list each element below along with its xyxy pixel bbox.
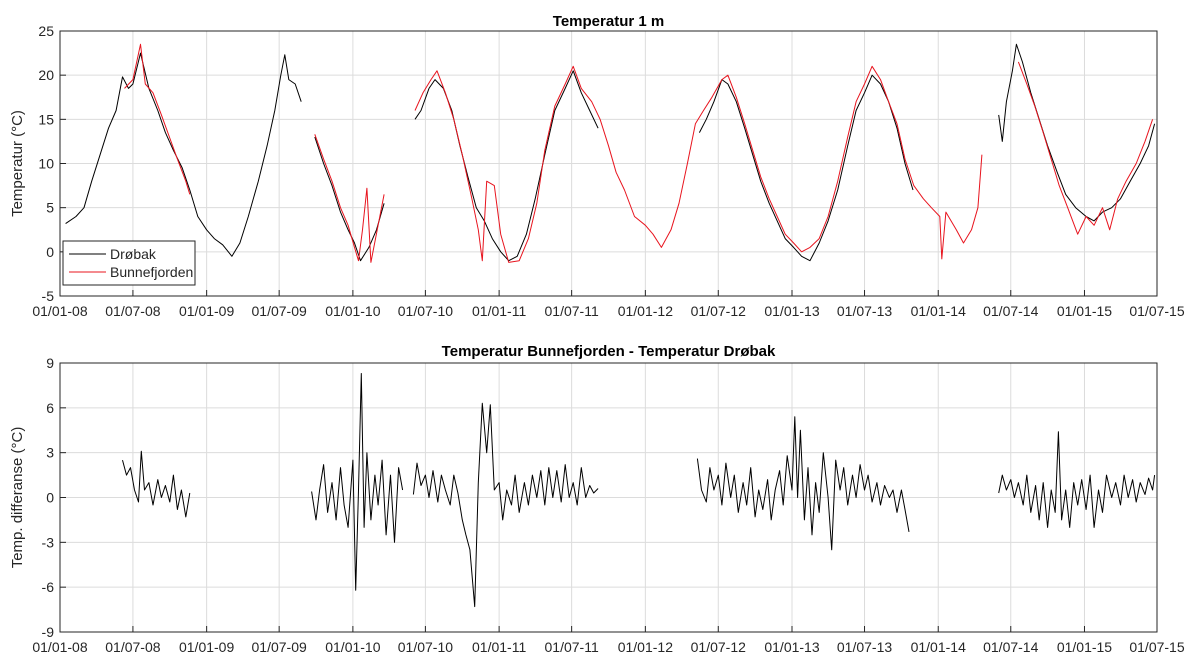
- plot2-ytick-label: -3: [42, 534, 55, 550]
- plot2-ylabel: Temp. differanse (°C): [9, 427, 26, 569]
- plot2-xtick-label: 01/07-09: [252, 639, 307, 655]
- plot2-xtick-label: 01/01-12: [618, 639, 673, 655]
- plot1-ylabel: Temperatur (°C): [9, 110, 26, 217]
- legend-label-drobak: Drøbak: [110, 246, 157, 262]
- plot2-series-0-segment-1: [311, 373, 404, 591]
- plot1-series-0-segment-4: [998, 43, 1156, 222]
- plot2-ytick-label: 6: [46, 400, 54, 416]
- difference-plot: Temperatur Bunnefjorden - Temperatur Drø…: [9, 343, 1185, 655]
- plot2-axes-box: [59, 362, 1158, 633]
- plot2-series-0-segment-0: [122, 450, 191, 518]
- temperature-plot: Temperatur 1 m Temperatur (°C) 01/01-08 0…: [9, 13, 1185, 319]
- plot2-series-0-segment-2: [412, 402, 599, 608]
- plot1-title: Temperatur 1 m: [553, 13, 664, 30]
- plot1-series-0-segment-1: [314, 136, 385, 262]
- plot2-xtick-label: 01/01-11: [472, 639, 526, 655]
- plot2-xtick-label: 01/07-10: [398, 639, 453, 655]
- plot1-series-0-segment-0: [65, 52, 302, 257]
- plot1-xtick-label: 01/01-12: [618, 303, 673, 319]
- plot1-xtick-label: 01/07-10: [398, 303, 453, 319]
- plot2-xtick-label: 01/01-14: [911, 639, 966, 655]
- plot1-ytick-label: 0: [46, 244, 54, 260]
- plot1-xtick-label: 01/01-10: [325, 303, 380, 319]
- legend-label-bunnefjorden: Bunnefjorden: [110, 264, 193, 280]
- plot1-xtick-label: 01/07-15: [1129, 303, 1184, 319]
- plot1-xtick-label: 01/01-08: [32, 303, 87, 319]
- plot1-xtick-label: 01/07-12: [691, 303, 746, 319]
- plot2-ytick-label: 0: [46, 490, 54, 506]
- plot1-xtick-label: 01/01-15: [1057, 303, 1112, 319]
- plot1-xtick-label: 01/01-11: [472, 303, 526, 319]
- plot1-series-1-segment-0: [124, 43, 191, 195]
- plot1-grid: [59, 30, 1158, 297]
- plot1-series-0-segment-2: [414, 70, 599, 262]
- plot2-title: Temperatur Bunnefjorden - Temperatur Drø…: [442, 343, 776, 360]
- plot1-axes-box: [59, 30, 1158, 297]
- plot2-series-0-segment-3: [696, 416, 910, 551]
- plot2-xtick-label: 01/01-10: [325, 639, 380, 655]
- plot2-xtick-label: 01/01-15: [1057, 639, 1112, 655]
- legend: Drøbak Bunnefjorden: [62, 240, 196, 286]
- plot1-xtick-label: 01/07-14: [983, 303, 1038, 319]
- plot2-xtick-label: 01/01-08: [32, 639, 87, 655]
- plot2-xtick-label: 01/07-11: [545, 639, 599, 655]
- plot1-ytick-label: 25: [38, 23, 54, 39]
- plot2-ytick-label: -9: [42, 624, 55, 640]
- plot1-xtick-label: 01/01-14: [911, 303, 966, 319]
- plot1-series-1-segment-1: [314, 134, 385, 263]
- plot1-ytick-label: 5: [46, 200, 54, 216]
- plot1-xtick-label: 01/01-13: [764, 303, 819, 319]
- plot1-ytick-label: -5: [42, 288, 55, 304]
- plot2-xtick-label: 01/07-15: [1129, 639, 1184, 655]
- plot2-ytick-label: 9: [46, 355, 54, 371]
- plot2-ytick-label: 3: [46, 445, 54, 461]
- plot2-xtick-label: 01/07-13: [837, 639, 892, 655]
- plot1-xtick-label: 01/07-09: [252, 303, 307, 319]
- plot1-ytick-label: 10: [38, 156, 54, 172]
- plot2-ytick-label: -6: [42, 579, 55, 595]
- plot1-series-0-segment-3: [698, 74, 914, 262]
- plot2-xtick-label: 01/01-13: [764, 639, 819, 655]
- plot2-xtick-label: 01/01-09: [179, 639, 234, 655]
- plot2-xtick-label: 01/07-12: [691, 639, 746, 655]
- plot1-xtick-label: 01/07-08: [105, 303, 160, 319]
- legend-box: [62, 240, 196, 286]
- plot2-grid: [59, 362, 1158, 633]
- plot2-series-0-segment-4: [998, 431, 1156, 528]
- plot1-series-1-segment-2: [414, 65, 983, 263]
- plot1-series-1-segment-3: [1017, 61, 1154, 235]
- plot1-ytick-label: 15: [38, 111, 54, 127]
- plot2-xtick-label: 01/07-08: [105, 639, 160, 655]
- plot1-xtick-label: 01/07-13: [837, 303, 892, 319]
- plot2-xtick-label: 01/07-14: [983, 639, 1038, 655]
- plot1-xtick-label: 01/07-11: [545, 303, 599, 319]
- plot1-xtick-label: 01/01-09: [179, 303, 234, 319]
- plot1-ytick-label: 20: [38, 67, 54, 83]
